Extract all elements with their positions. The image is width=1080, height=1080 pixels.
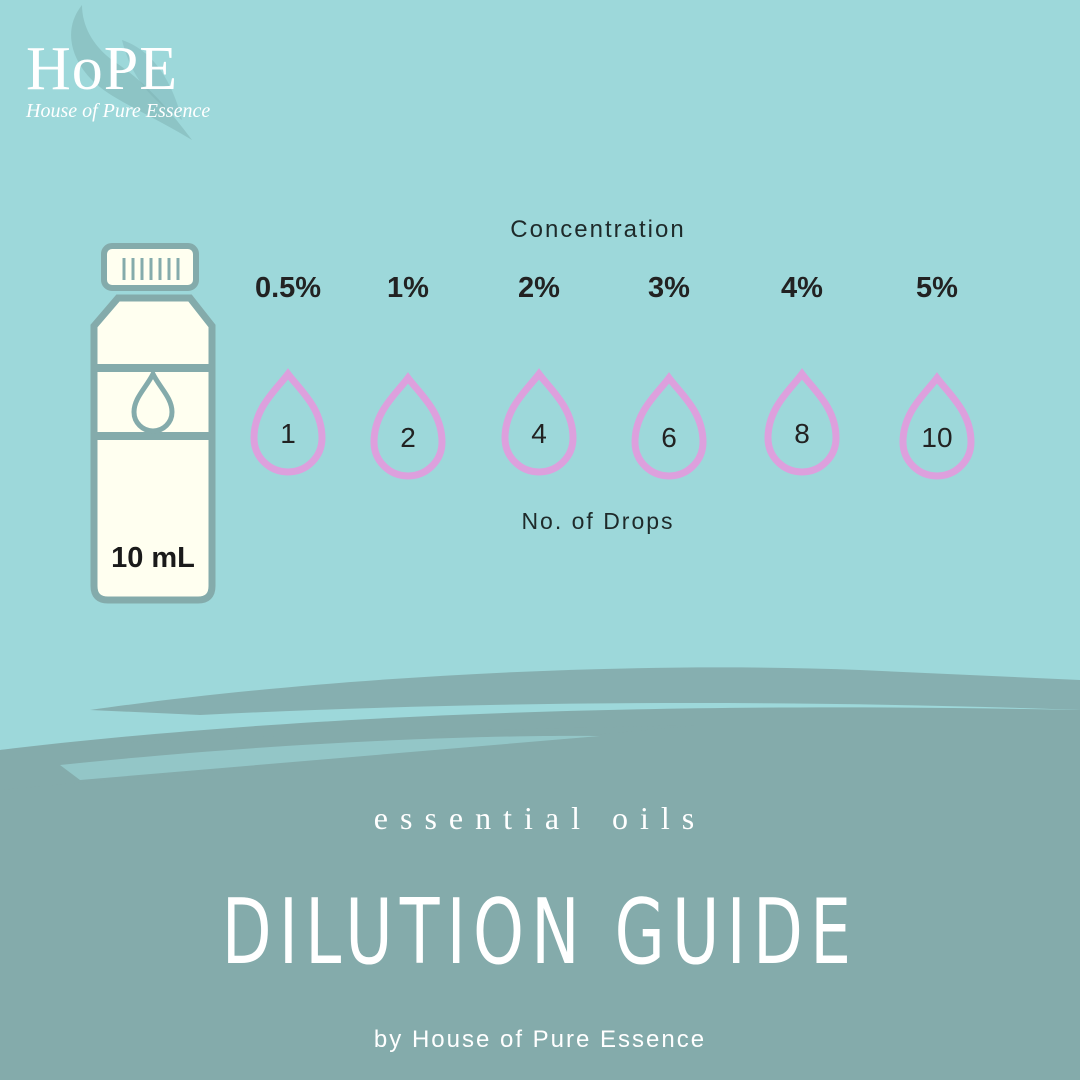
drop-icon: [764, 368, 840, 476]
drop-icon: [899, 372, 975, 480]
drop-icon: [631, 372, 707, 480]
bottle-volume: 10 mL: [111, 542, 195, 574]
concentration-percent: 2%: [518, 272, 560, 304]
concentration-percent: 4%: [781, 272, 823, 304]
concentration-percent: 0.5%: [254, 272, 322, 304]
drop-count: 8: [794, 418, 810, 449]
brush-stroke-band: [0, 667, 1080, 1080]
concentration-percent: 3%: [648, 272, 690, 304]
drop-count: 6: [661, 422, 677, 453]
drop-count: 2: [400, 422, 416, 453]
drop-icon: [501, 368, 577, 476]
concentration-label: Concentration: [510, 216, 686, 243]
bottle-icon: [90, 243, 216, 604]
leaf-illustration-icon: [71, 5, 192, 140]
footer-title: DILUTION GUIDE: [221, 880, 859, 985]
drops-label: No. of Drops: [521, 508, 675, 534]
drop-count: 1: [280, 418, 296, 449]
drop-icon: [370, 372, 446, 480]
drop-icon: [250, 368, 326, 476]
drop-count: 10: [921, 422, 953, 453]
logo-subtitle: House of Pure Essence: [26, 100, 211, 122]
concentration-percent: 1%: [387, 272, 429, 304]
footer-subtitle: essential oils: [373, 800, 707, 836]
drop-count: 4: [531, 418, 547, 449]
footer-byline: by House of Pure Essence: [373, 1026, 707, 1053]
concentration-percent: 5%: [916, 272, 958, 304]
logo-title: HoPE: [26, 35, 179, 103]
